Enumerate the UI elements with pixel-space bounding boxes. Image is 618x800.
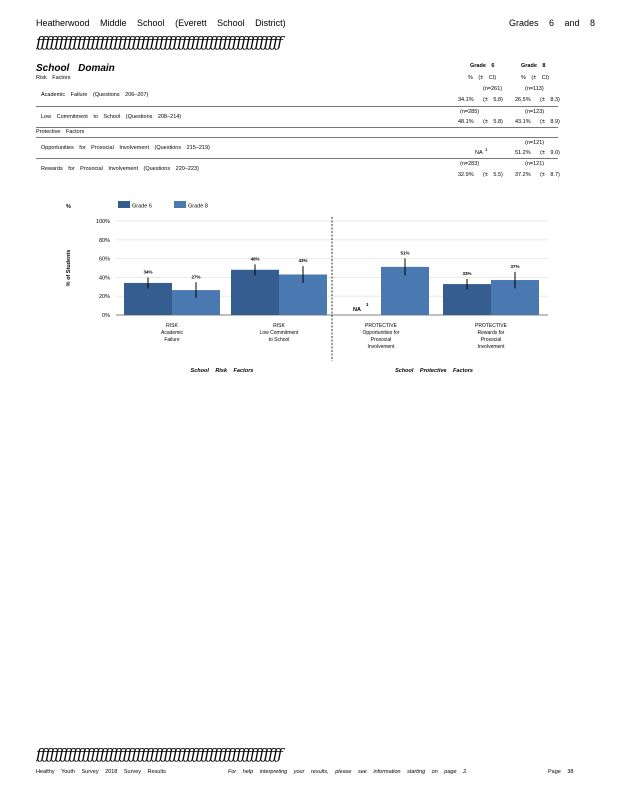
y-tick-label: 60%: [99, 257, 110, 263]
category-label: Involvement: [478, 344, 506, 350]
bar-na-label: NA: [353, 307, 361, 313]
category-label: Rewards for: [478, 330, 505, 336]
row-divider: [36, 158, 558, 159]
row4-label: Rewards for Prosocial Involvement (Quest…: [41, 166, 199, 172]
row1-pct8: 26.5%: [515, 97, 531, 103]
y-tick-label: 100%: [96, 219, 110, 225]
row2-pct8: 43.1%: [515, 119, 531, 125]
bar-value-label: 27%: [191, 274, 200, 279]
category-label: Low Commitment: [260, 330, 300, 336]
y-tick-label: 20%: [99, 294, 110, 300]
legend-swatch-grade8: [174, 201, 186, 208]
group-label-protective: School Protective Factors: [395, 368, 473, 374]
row3-pct8: 51.2%: [515, 150, 531, 156]
category-label: Academic: [161, 330, 183, 336]
category-label: Opportunities for: [363, 330, 400, 336]
legend-label: Grade 6: [132, 204, 152, 210]
row3-label: Opportunities for Prosocial Involvement …: [41, 145, 210, 151]
category-label: Involvement: [368, 344, 396, 350]
row4-pct8: 37.2%: [515, 172, 531, 178]
bar-value-label: 48%: [250, 256, 259, 261]
row3-na-footnote: 1: [485, 147, 488, 152]
row1-pct6: 34.1%: [458, 97, 474, 103]
row1-n6: (n=261): [483, 86, 503, 92]
group-label-risk: School Risk Factors: [191, 368, 254, 374]
footer-help-text: For help interpreting your results, plea…: [228, 769, 468, 775]
row3-n8: (n=121): [525, 140, 545, 146]
y-tick-label: 40%: [99, 275, 110, 281]
row3-ci8: (± 9.0): [540, 150, 560, 156]
bar-grade6: [231, 269, 279, 315]
row4-ci8: (± 8.7): [540, 172, 560, 178]
category-label: RISK: [166, 323, 178, 329]
category-label: PROTECTIVE: [365, 323, 398, 329]
category-label: RISK: [273, 323, 285, 329]
bar-value-label: 51%: [400, 250, 409, 255]
bar-value-label: 33%: [462, 271, 471, 276]
section-title: School Domain: [36, 63, 115, 74]
y-tick-label: 80%: [99, 238, 110, 244]
footer-survey-name: Healthy Youth Survey 2018 Survey Results: [36, 769, 166, 775]
col-grade8-header: Grade 8: [521, 63, 546, 69]
category-label: Prosocial: [481, 337, 502, 343]
report-header-school: Heatherwood Middle School (Everett Schoo…: [36, 18, 286, 28]
row4-n8: (n=121): [525, 161, 545, 167]
row-divider: [36, 106, 558, 107]
y-axis-title: % of Students: [66, 250, 72, 287]
row2-pct6: 48.1%: [458, 119, 474, 125]
row4-pct6: 32.9%: [458, 172, 474, 178]
row1-n8: (n=113): [525, 86, 544, 92]
row2-ci6: (± 5.8): [483, 119, 503, 125]
header-rule: ƒƒƒƒƒƒƒƒƒƒƒƒƒƒƒƒƒƒƒƒƒƒƒƒƒƒƒƒƒƒƒƒƒƒƒƒƒƒƒƒ…: [36, 33, 283, 51]
category-label: to School: [269, 337, 290, 343]
row2-label: Low Commitment to School (Questions 208–…: [41, 114, 182, 120]
y-axis-top-label: %: [66, 204, 71, 210]
bar-value-label: 37%: [510, 264, 519, 269]
row2-n6: (n=285): [460, 109, 480, 115]
row4-ci6: (± 5.5): [483, 172, 503, 178]
report-header-grades: Grades 6 and 8: [509, 18, 596, 28]
bar-value-label: 43%: [298, 258, 307, 263]
category-label: PROTECTIVE: [475, 323, 508, 329]
col-pct8-header: % (± CI): [521, 75, 550, 81]
bar-na-footnote: 1: [366, 302, 369, 307]
row-divider: [36, 137, 558, 138]
y-tick-label: 0%: [102, 313, 110, 319]
row3-pct6: NA: [475, 150, 483, 156]
risk-factors-heading: Risk Factors: [36, 75, 71, 81]
row2-n8: (n=123): [525, 109, 545, 115]
row1-ci6: (± 5.8): [483, 97, 503, 103]
col-pct6-header: % (± CI): [468, 75, 497, 81]
school-domain-bar-chart: Grade 6 Grade 8% % of Students 100% 80% 60% 40…: [66, 201, 548, 374]
col-grade6-header: Grade 6: [470, 63, 495, 69]
row-divider: [36, 127, 558, 128]
bar-value-label: 34%: [143, 269, 152, 274]
row2-ci8: (± 8.9): [540, 119, 560, 125]
category-label: Failure: [164, 337, 180, 343]
legend-label: Grade 8: [188, 204, 208, 210]
row1-ci8: (± 8.3): [540, 97, 560, 103]
footer-page-number: Page 38: [548, 769, 574, 775]
category-label: Prosocial: [371, 337, 392, 343]
row1-label: Academic Failure (Questions 206–207): [41, 92, 149, 98]
row4-n6: (n=283): [460, 161, 480, 167]
footer-rule: ƒƒƒƒƒƒƒƒƒƒƒƒƒƒƒƒƒƒƒƒƒƒƒƒƒƒƒƒƒƒƒƒƒƒƒƒƒƒƒƒ…: [36, 745, 283, 763]
protective-factors-heading: Protective Factors: [36, 129, 85, 135]
legend-swatch-grade6: [118, 201, 130, 208]
